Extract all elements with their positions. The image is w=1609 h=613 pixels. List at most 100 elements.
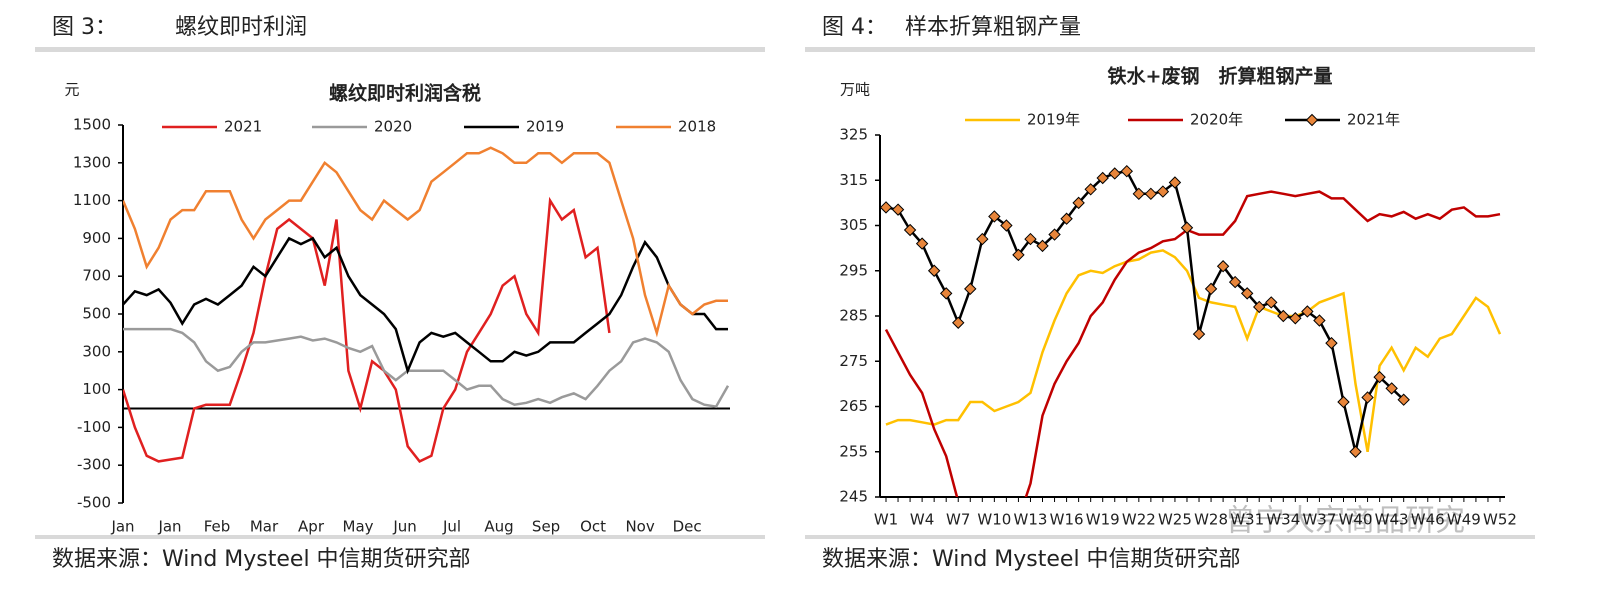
point-marker <box>915 237 929 250</box>
figure-caption: 样本折算粗钢产量 <box>905 15 1081 40</box>
point-marker <box>1373 370 1386 384</box>
legend-label: 2019年 <box>1027 111 1080 129</box>
x-tick-label: W13 <box>1014 511 1048 529</box>
header-rule <box>35 47 765 52</box>
x-tick-label: Oct <box>580 518 606 536</box>
y-tick-label: 1300 <box>73 153 111 171</box>
figure-caption: 螺纹即时利润 <box>175 15 307 40</box>
y-tick-label: -500 <box>77 494 111 512</box>
point-marker <box>903 223 917 237</box>
x-tick-label: W10 <box>977 511 1011 529</box>
x-tick-label: Apr <box>298 518 325 536</box>
legend-label: 2021年 <box>1347 111 1400 129</box>
point-marker <box>1048 228 1061 241</box>
y-tick-label: 325 <box>839 126 868 144</box>
point-marker <box>1108 167 1121 180</box>
point-marker <box>1301 305 1314 318</box>
source: 数据来源：Wind Mysteel 中信期货研究部 <box>822 547 1241 572</box>
y-tick-label: 1500 <box>73 116 111 134</box>
point-marker <box>1060 212 1073 225</box>
x-tick-label: May <box>343 518 374 536</box>
x-tick-label: Sep <box>532 518 560 536</box>
point-marker <box>1325 336 1338 350</box>
point-marker <box>880 201 893 214</box>
x-tick-label: Jan <box>110 518 134 536</box>
x-tick-label: W34 <box>1266 511 1300 529</box>
x-tick-label: W22 <box>1122 511 1156 529</box>
point-marker <box>1000 219 1013 232</box>
point-marker <box>988 210 1001 223</box>
footer-rule <box>35 535 765 539</box>
legend-label: 2018 <box>678 118 716 136</box>
y-tick-label: 285 <box>839 307 868 325</box>
point-marker <box>1204 282 1218 296</box>
point-marker <box>1192 327 1206 341</box>
point-marker <box>1253 300 1266 314</box>
chart-title: 螺纹即时利润含税 <box>329 82 481 105</box>
point-marker <box>1144 187 1158 201</box>
x-tick-label: W40 <box>1339 511 1373 529</box>
point-marker <box>1289 312 1302 325</box>
point-marker <box>1265 296 1278 309</box>
y-tick-label: 900 <box>82 229 111 247</box>
point-marker <box>939 287 953 300</box>
x-tick-label: Jul <box>442 518 461 536</box>
point-marker <box>1277 309 1290 323</box>
point-marker <box>964 282 977 296</box>
point-marker <box>1096 171 1109 185</box>
header-rule <box>805 47 1535 52</box>
legend-marker <box>1305 113 1319 127</box>
figure-number: 图 4： <box>822 15 887 40</box>
y-tick-label: 700 <box>82 267 111 285</box>
y-tick-label: 275 <box>839 352 868 370</box>
x-tick-label: W43 <box>1375 511 1409 529</box>
y-tick-label: 265 <box>839 397 868 415</box>
x-tick-label: W19 <box>1086 511 1120 529</box>
x-tick-label: W7 <box>946 511 970 529</box>
y-tick-label: 500 <box>82 305 111 323</box>
y-tick-label: 315 <box>839 171 868 189</box>
x-tick-label: Mar <box>250 518 279 536</box>
y-tick-label: 305 <box>839 216 868 234</box>
x-tick-label: W4 <box>910 511 934 529</box>
y-tick-label: -300 <box>77 456 111 474</box>
point-marker <box>1036 239 1049 253</box>
x-tick-label: W37 <box>1302 511 1336 529</box>
point-marker <box>1361 391 1374 404</box>
x-tick-label: W31 <box>1230 511 1264 529</box>
point-marker <box>891 203 905 216</box>
y-tick-label: 100 <box>82 380 111 398</box>
point-marker <box>1156 185 1170 198</box>
point-marker <box>1120 164 1133 178</box>
x-tick-label: Feb <box>204 518 231 536</box>
x-tick-label: W25 <box>1158 511 1192 529</box>
y-tick-label: 255 <box>839 442 868 460</box>
point-marker <box>976 232 989 246</box>
x-tick-label: Aug <box>484 518 513 536</box>
point-marker <box>1084 183 1097 196</box>
chart-title: 铁水+废钢 折算粗钢产量 <box>1108 65 1333 88</box>
point-marker <box>1180 221 1194 234</box>
series-line <box>123 196 611 463</box>
point-marker <box>1385 382 1398 395</box>
footer-rule <box>805 535 1535 539</box>
series-line <box>123 146 728 338</box>
x-tick-label: W52 <box>1483 511 1517 529</box>
x-tick-label: Nov <box>625 518 654 536</box>
point-marker <box>1012 248 1025 262</box>
x-tick-label: W46 <box>1411 511 1445 529</box>
legend-label: 2021 <box>224 118 262 136</box>
point-marker <box>1216 260 1230 273</box>
point-marker <box>952 316 965 329</box>
point-marker <box>1132 187 1146 201</box>
y-axis-unit: 万吨 <box>840 81 870 99</box>
series-line <box>123 236 728 375</box>
legend-label: 2019 <box>526 118 564 136</box>
point-marker <box>1349 445 1362 458</box>
y-tick-label: 300 <box>82 342 111 360</box>
series-line <box>123 327 730 408</box>
legend-label: 2020 <box>374 118 412 136</box>
plot <box>880 164 1502 497</box>
x-tick-label: W16 <box>1050 511 1084 529</box>
